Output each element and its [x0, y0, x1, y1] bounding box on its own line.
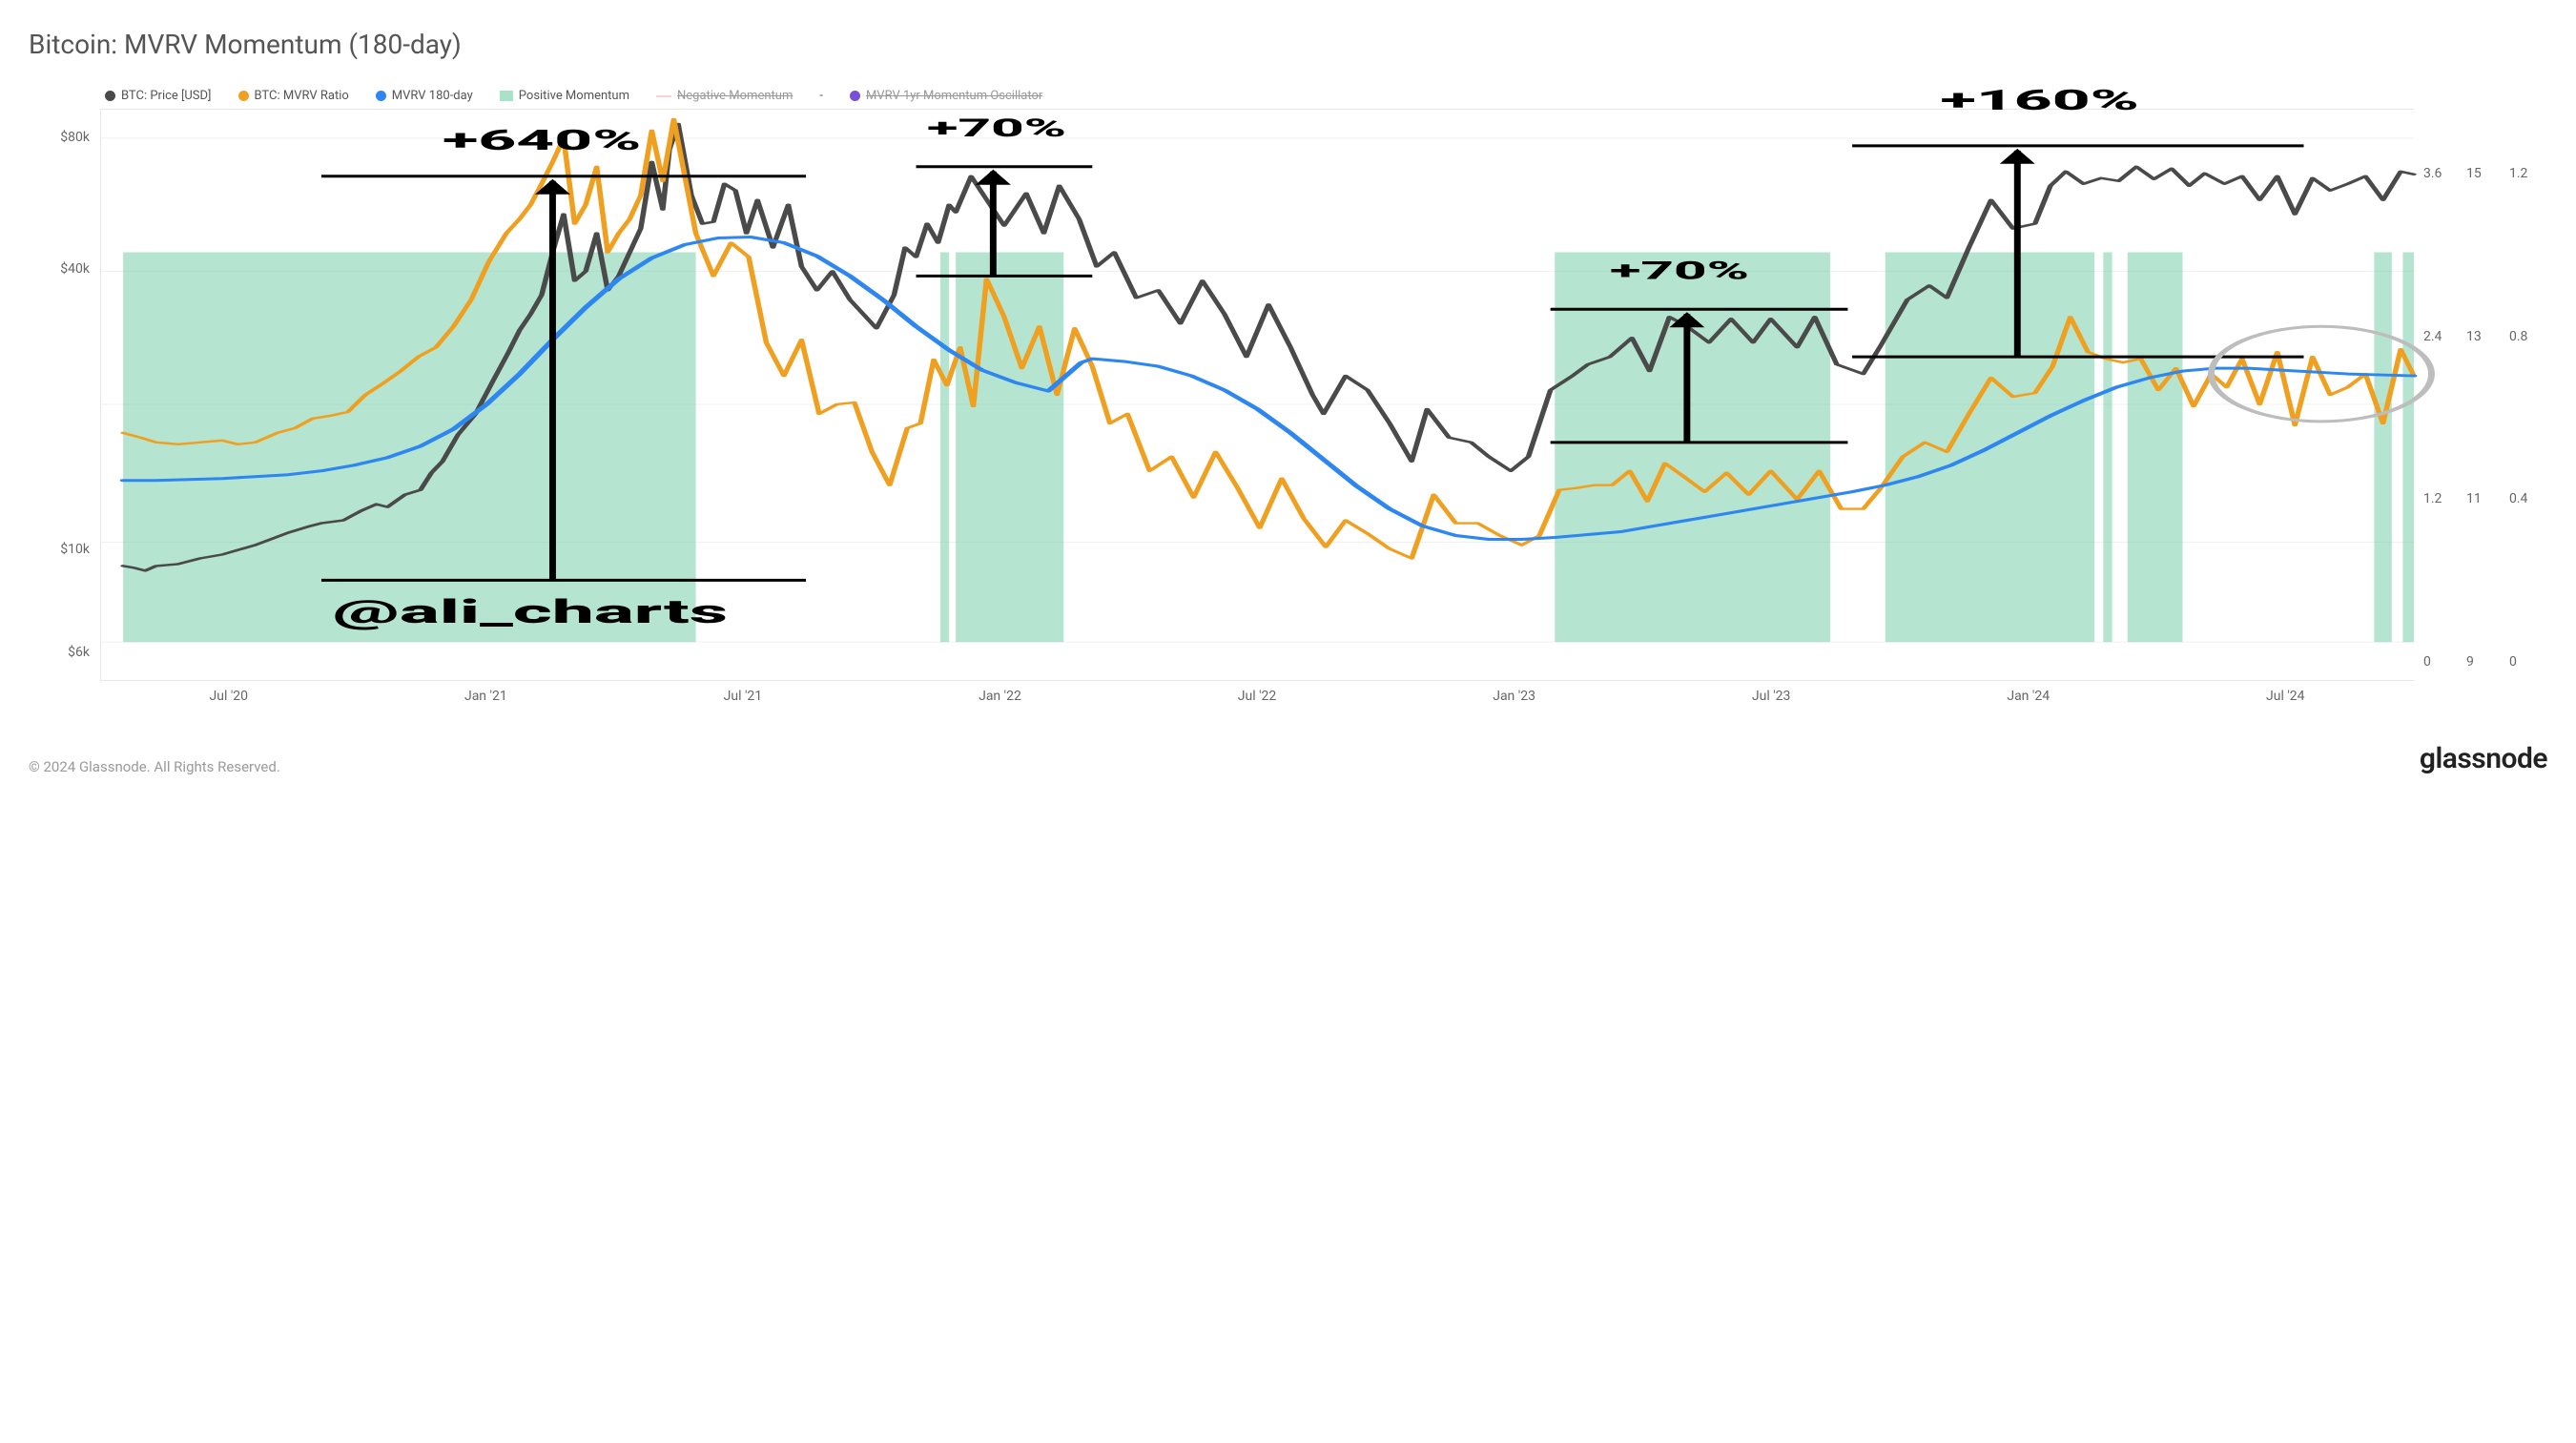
x-tick: Jul '20 [100, 689, 358, 704]
y-tick-left: $10k [60, 542, 90, 557]
chart-container: $80k$40k$10k$6k +640%+70%+70%+160%@ali_c… [19, 109, 2557, 681]
y-tick-right: 13 [2466, 329, 2504, 344]
brand-logo: glassnode [2420, 742, 2547, 775]
y-axis-left: $80k $40k $10k $6k [19, 109, 95, 681]
legend-item: MVRV 1yr Momentum Oscillator [850, 89, 1042, 103]
y-tick-left: $80k [60, 130, 90, 145]
y-tick-right: 0 [2509, 654, 2547, 670]
y-tick-right: 0.8 [2509, 329, 2547, 344]
legend-item: MVRV 180-day [376, 89, 473, 103]
legend-item: BTC: Price [USD] [105, 89, 212, 103]
y-tick-right: 0.4 [2509, 491, 2547, 506]
chart-legend: BTC: Price [USD] BTC: MVRV Ratio MVRV 180-… [19, 89, 2557, 103]
x-tick: Jan '21 [358, 689, 615, 704]
y-tick-right: 2.4 [2423, 329, 2462, 344]
x-tick: Jan '24 [1900, 689, 2157, 704]
positive-momentum-band [956, 253, 1063, 643]
y-tick-left: $6k [68, 645, 90, 660]
legend-item: BTC: MVRV Ratio [238, 89, 349, 103]
positive-momentum-band [2374, 253, 2391, 643]
x-tick: Jan '22 [872, 689, 1129, 704]
arrowhead-icon [2000, 149, 2035, 164]
annotation-label: +640% [443, 124, 642, 157]
y-tick-right: 11 [2466, 491, 2504, 506]
y-axis-right-3: 1.2 0.8 0.4 0 [2509, 109, 2547, 681]
x-axis: Jul '20Jan '21Jul '21Jan '22Jul '22Jan '… [100, 681, 2414, 704]
annotation-label: +160% [1940, 84, 2139, 117]
positive-momentum-band [123, 253, 695, 643]
annotation-label: +70% [927, 113, 1066, 142]
annotation-label: +70% [1610, 257, 1749, 285]
positive-momentum-band [1555, 253, 1830, 643]
copyright-text: © 2024 Glassnode. All Rights Reserved. [29, 758, 280, 775]
x-tick: Jul '22 [1128, 689, 1386, 704]
x-tick: Jul '24 [2157, 689, 2415, 704]
legend-item: Negative Momentum [656, 89, 793, 103]
y-tick-right: 1.2 [2509, 166, 2547, 181]
legend-item: Positive Momentum [500, 89, 629, 103]
positive-momentum-band [2128, 253, 2183, 643]
chart-svg: +640%+70%+70%+160%@ali_charts [101, 110, 2414, 680]
y-tick-right: 9 [2466, 654, 2504, 670]
y-axis-right-2: 15 13 11 9 [2466, 109, 2504, 681]
legend-item: - [819, 89, 823, 103]
positive-momentum-band [940, 253, 949, 643]
x-tick: Jul '21 [614, 689, 872, 704]
positive-momentum-band [2402, 253, 2414, 643]
y-axis-right-1: 3.6 2.4 1.2 0 [2423, 109, 2462, 681]
author-handle: @ali_charts [333, 593, 729, 631]
x-tick: Jul '23 [1642, 689, 1900, 704]
chart-plot-area: +640%+70%+70%+160%@ali_charts [100, 109, 2414, 681]
arrowhead-icon [976, 170, 1011, 185]
y-tick-right: 0 [2423, 654, 2462, 670]
chart-title: Bitcoin: MVRV Momentum (180-day) [29, 29, 2557, 60]
positive-momentum-band [2103, 253, 2112, 643]
y-tick-right: 15 [2466, 166, 2504, 181]
y-tick-right: 1.2 [2423, 491, 2462, 506]
y-tick-right: 3.6 [2423, 166, 2462, 181]
chart-footer: © 2024 Glassnode. All Rights Reserved. g… [19, 742, 2557, 775]
x-tick: Jan '23 [1386, 689, 1643, 704]
y-tick-left: $40k [60, 261, 90, 277]
